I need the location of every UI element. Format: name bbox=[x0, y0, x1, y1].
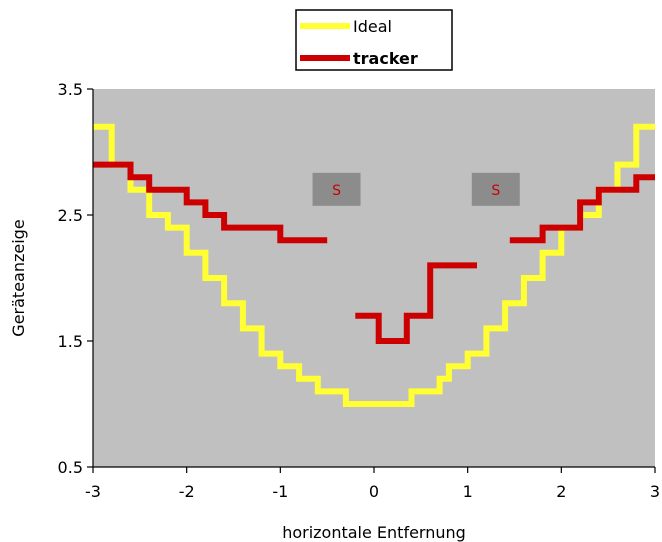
sensor-marker-label: S bbox=[491, 183, 500, 199]
legend-label-tracker: tracker bbox=[353, 49, 418, 68]
legend-label-ideal: Ideal bbox=[353, 17, 392, 36]
x-tick-label: 3 bbox=[650, 482, 660, 501]
x-axis-title: horizontale Entfernung bbox=[282, 523, 466, 542]
series-layer bbox=[93, 123, 655, 407]
x-tick-label: -2 bbox=[179, 482, 195, 501]
series-tracker-line-0 bbox=[93, 161, 328, 244]
sensor-marker-box bbox=[471, 172, 520, 206]
y-tick-label: 0.5 bbox=[58, 458, 83, 477]
x-tick-label: -1 bbox=[272, 482, 288, 501]
series-tracker-line-2 bbox=[509, 174, 655, 244]
y-tick-labels: 0.5 1.5 2.5 3.5 bbox=[58, 80, 93, 477]
x-tick-label: 2 bbox=[556, 482, 566, 501]
y-tick-label: 1.5 bbox=[58, 332, 83, 351]
legend: Ideal tracker bbox=[295, 9, 453, 71]
series-tracker-line-1 bbox=[355, 262, 477, 344]
x-tick-label: 0 bbox=[369, 482, 379, 501]
sensor-marker-box bbox=[312, 172, 361, 206]
y-tick-label: 3.5 bbox=[58, 80, 83, 99]
y-tick-label: 2.5 bbox=[58, 206, 83, 225]
plot-area bbox=[93, 89, 655, 467]
x-tick-labels: -3 -2 -1 0 1 2 3 bbox=[85, 467, 660, 501]
y-axis-title: Geräteanzeige bbox=[9, 219, 28, 336]
x-tick-label: -3 bbox=[85, 482, 101, 501]
x-tick-label: 1 bbox=[463, 482, 473, 501]
sensor-marker-label: S bbox=[332, 183, 341, 199]
